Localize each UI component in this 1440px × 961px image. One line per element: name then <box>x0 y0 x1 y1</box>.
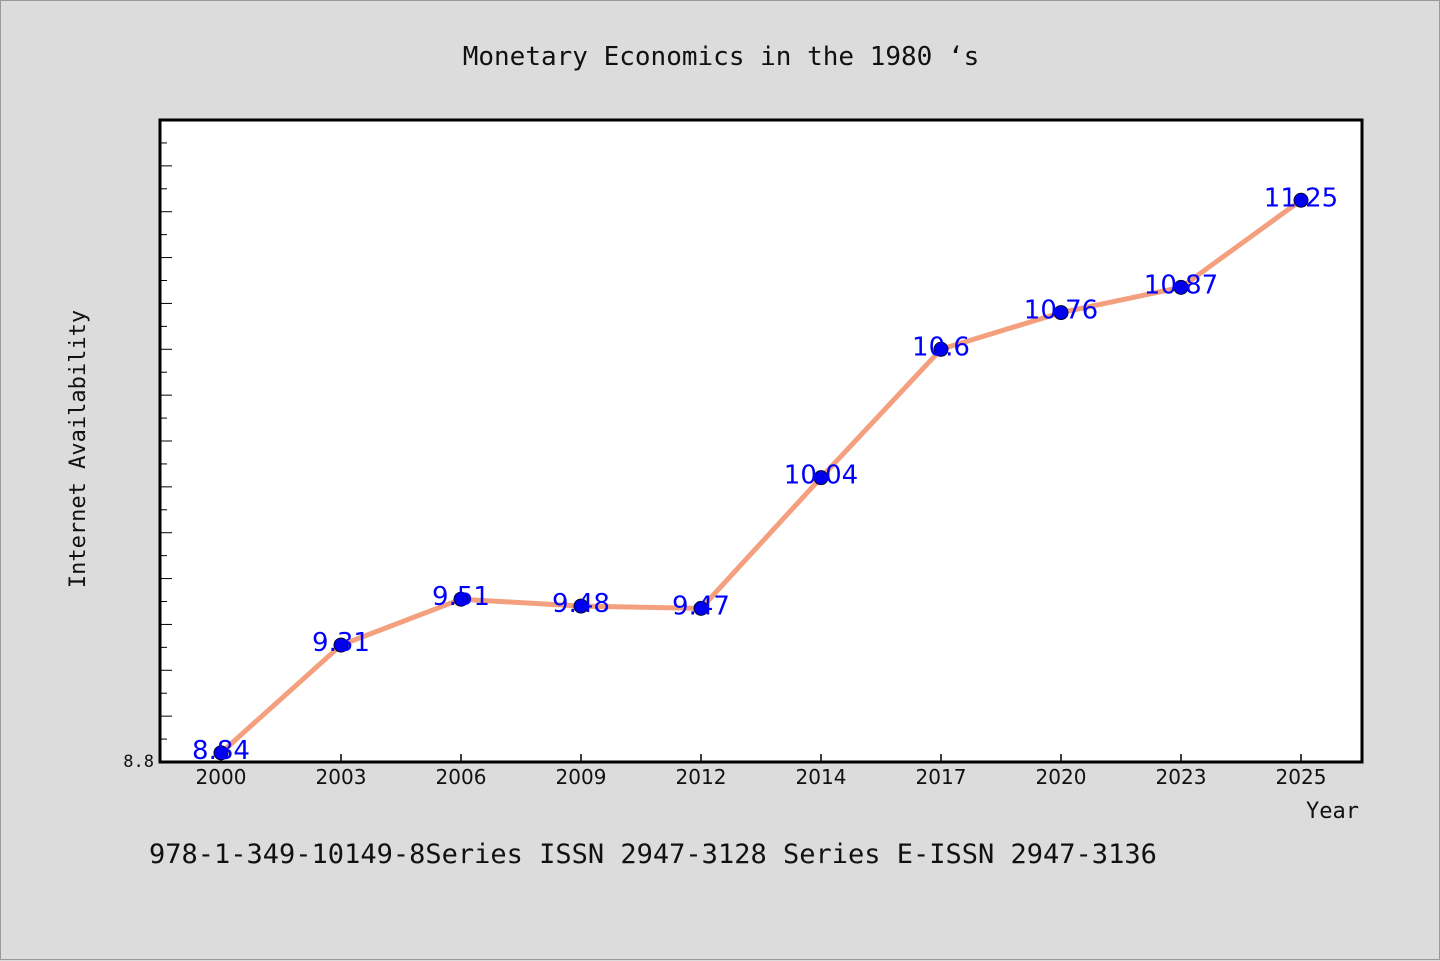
chart-title: Monetary Economics in the 1980 ‘s <box>463 42 980 72</box>
data-point <box>1293 192 1309 208</box>
data-label: 10.76 <box>1024 296 1098 326</box>
x-tick-label: 2025 <box>1276 765 1327 789</box>
x-tick-label: 2012 <box>676 765 727 789</box>
data-point <box>813 470 829 486</box>
x-tick-label: 2020 <box>1036 765 1087 789</box>
y-axis-label: Internet Availability <box>66 310 91 588</box>
data-label: 10.6 <box>912 332 970 362</box>
x-tick-label: 2014 <box>796 765 847 789</box>
data-point <box>1173 279 1189 295</box>
data-label: 10.87 <box>1144 270 1218 300</box>
series-line <box>218 197 1304 756</box>
data-label: 10.04 <box>784 461 858 491</box>
data-point <box>1053 305 1069 321</box>
x-tick-label: 2009 <box>556 765 607 789</box>
data-point <box>933 341 949 357</box>
x-tick-label: 2003 <box>316 765 367 789</box>
data-label: 8.84 <box>192 736 250 766</box>
x-tick-label: 2000 <box>196 765 247 789</box>
plot-area <box>158 118 1364 764</box>
data-label: 9.51 <box>432 582 490 612</box>
footer-isbn-text: 978-1-349-10149-8Series ISSN 2947-3128 S… <box>149 839 1157 870</box>
data-point <box>573 598 589 614</box>
data-label: 9.47 <box>672 591 730 621</box>
y-tick-label: 8.8 <box>123 752 154 772</box>
data-point <box>453 591 469 607</box>
data-point <box>213 745 229 761</box>
x-tick-label: 2023 <box>1156 765 1207 789</box>
x-tick-labels: 2000 2003 2006 2009 2012 2014 2017 2020 2023 2025 <box>196 765 1327 789</box>
x-tick-label: 2006 <box>436 765 487 789</box>
data-label: 9.48 <box>552 589 610 619</box>
data-point <box>693 600 709 616</box>
data-point <box>333 637 349 653</box>
data-markers <box>213 192 1309 761</box>
data-label: 9.31 <box>312 628 370 658</box>
x-tick-label: 2017 <box>916 765 967 789</box>
y-axis-ticks <box>160 142 172 763</box>
data-labels: 8.84 9.31 9.51 9.48 9.47 10.04 10.6 10.76 10.87 1… <box>192 183 1338 766</box>
x-axis-label: Year <box>1306 799 1359 824</box>
data-label: 11.25 <box>1264 183 1338 213</box>
